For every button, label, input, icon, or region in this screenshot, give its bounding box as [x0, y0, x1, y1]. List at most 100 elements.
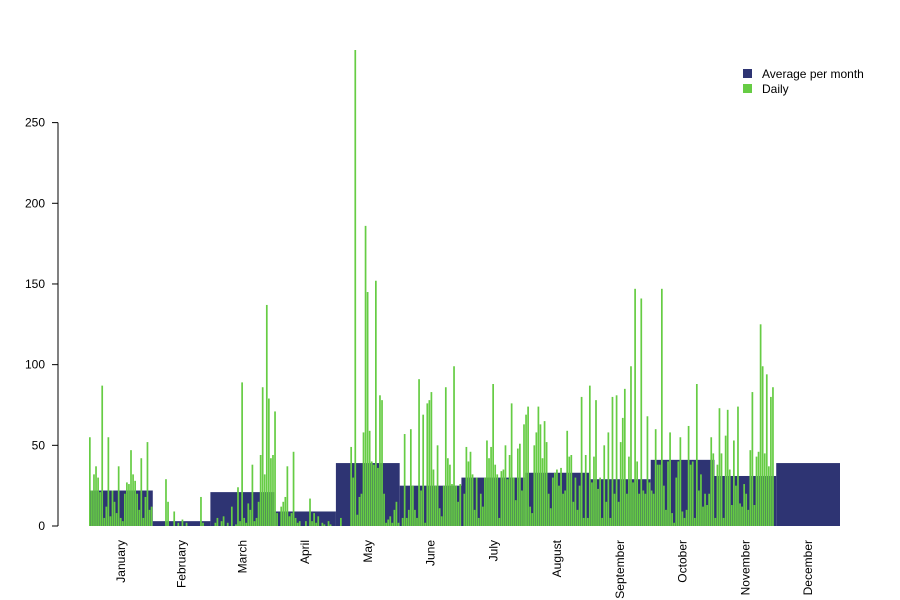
- daily-bar: [679, 437, 682, 526]
- daily-bar: [272, 455, 274, 526]
- daily-bar: [658, 464, 661, 526]
- daily-bar: [387, 519, 390, 526]
- daily-bar: [537, 406, 540, 526]
- daily-bar: [759, 324, 762, 526]
- daily-bar: [459, 484, 462, 526]
- daily-bar: [486, 440, 488, 526]
- daily-bar: [545, 442, 548, 526]
- x-tick-label-august: August: [550, 539, 564, 577]
- daily-bar: [101, 385, 104, 526]
- daily-bar: [93, 474, 95, 526]
- daily-bar: [230, 506, 233, 526]
- daily-bar: [675, 477, 678, 526]
- legend-swatch-daily: [743, 84, 752, 93]
- daily-bar: [663, 485, 665, 526]
- daily-bar: [556, 469, 558, 526]
- daily-bar: [576, 509, 579, 526]
- daily-bar: [416, 517, 418, 526]
- daily-bar: [508, 455, 511, 526]
- daily-bar: [597, 488, 599, 526]
- daily-bar: [677, 461, 680, 526]
- daily-bar: [700, 474, 702, 526]
- daily-bar: [572, 501, 575, 526]
- daily-bar: [539, 424, 542, 526]
- daily-bar: [747, 509, 750, 526]
- daily-bar: [560, 467, 562, 526]
- daily-bar: [656, 464, 659, 526]
- daily-bar: [393, 509, 396, 526]
- daily-bar: [165, 479, 167, 526]
- daily-bar: [453, 366, 455, 526]
- daily-bar: [288, 516, 291, 526]
- daily-bar: [484, 477, 486, 526]
- daily-bar: [282, 501, 285, 526]
- daily-bar: [751, 392, 754, 526]
- daily-bar: [377, 467, 379, 526]
- daily-bar: [422, 414, 425, 526]
- daily-bar: [739, 503, 741, 526]
- average-bar-december: [776, 463, 840, 526]
- legend: Average per month Daily: [743, 67, 864, 96]
- daily-bar: [683, 517, 686, 526]
- daily-bar: [630, 366, 632, 526]
- daily-bar: [547, 493, 550, 526]
- daily-bar: [681, 511, 684, 526]
- y-tick-label: 150: [25, 277, 45, 291]
- daily-bar: [148, 509, 151, 526]
- daily-bar: [241, 382, 243, 526]
- daily-bar: [247, 503, 250, 526]
- daily-bar: [549, 508, 552, 526]
- daily-bar: [772, 387, 774, 526]
- daily-bar: [391, 522, 394, 526]
- daily-bar: [405, 517, 408, 526]
- daily-bar: [733, 440, 735, 526]
- daily-bar: [424, 522, 427, 526]
- daily-bar: [436, 445, 439, 526]
- daily-bar: [305, 521, 307, 526]
- daily-bar: [502, 469, 505, 526]
- daily-bar: [364, 225, 367, 526]
- daily-bar: [447, 458, 449, 526]
- daily-bar: [298, 521, 301, 526]
- daily-bar: [261, 387, 264, 526]
- daily-bar: [358, 496, 361, 526]
- daily-bar: [418, 379, 420, 526]
- daily-bar: [372, 464, 375, 526]
- daily-bar: [368, 430, 371, 526]
- x-tick-label-february: February: [175, 540, 189, 588]
- daily-bar: [471, 474, 474, 526]
- daily-bar: [595, 400, 597, 526]
- daily-bar: [181, 519, 184, 526]
- daily-bar: [385, 522, 387, 526]
- daily-bar: [457, 501, 460, 526]
- daily-bar: [634, 288, 636, 526]
- daily-bar: [375, 280, 377, 526]
- daily-bar: [473, 509, 476, 526]
- daily-bar: [648, 482, 651, 526]
- legend-label-daily: Daily: [762, 82, 789, 96]
- daily-bar: [113, 501, 116, 526]
- daily-bar: [599, 477, 601, 526]
- daily-bar: [383, 493, 385, 526]
- daily-bar: [642, 490, 645, 526]
- daily-bar: [527, 406, 529, 526]
- daily-bar: [646, 416, 649, 526]
- daily-bar: [284, 496, 287, 526]
- daily-bar: [535, 432, 538, 526]
- daily-bar: [514, 500, 517, 526]
- daily-bar: [290, 513, 293, 526]
- y-tick-label: 250: [25, 116, 45, 130]
- daily-bar: [222, 516, 225, 526]
- daily-bar: [397, 522, 400, 526]
- daily-bar: [381, 400, 383, 526]
- daily-bar: [389, 516, 392, 526]
- daily-bar: [568, 456, 571, 526]
- daily-bar: [280, 506, 283, 526]
- daily-bar: [274, 411, 276, 526]
- daily-bar: [519, 443, 521, 526]
- daily-bar: [128, 484, 130, 526]
- daily-bar: [477, 517, 480, 526]
- daily-bar: [449, 464, 451, 526]
- daily-bar: [263, 474, 266, 526]
